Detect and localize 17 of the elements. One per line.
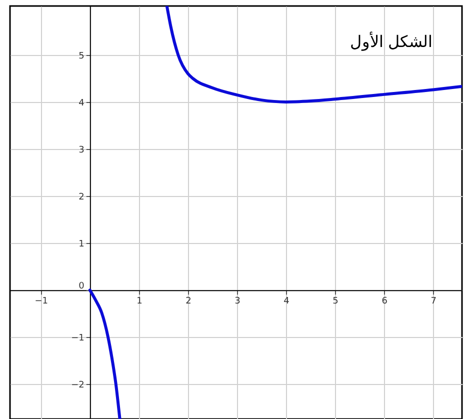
x-tick-label: 1: [136, 296, 142, 307]
y-tick-label: 1: [78, 240, 84, 250]
y-tick-label: −1: [71, 334, 84, 344]
x-tick-label: 2: [186, 296, 192, 307]
y-tick-label: 3: [78, 146, 84, 156]
y-tick-label: −2: [71, 380, 84, 391]
x-tick-label: 4: [284, 296, 290, 307]
y-tick-label: 4: [78, 98, 85, 108]
y-tick-label: 5: [78, 51, 84, 62]
y-tick-label: 2: [78, 192, 84, 203]
text: الشكل الأول: [350, 32, 432, 51]
x-tick-label: 7: [430, 296, 436, 307]
x-tick-label: 3: [234, 296, 240, 307]
x-tick-label: −1: [34, 296, 48, 307]
y-tick-label: 0: [78, 282, 85, 292]
x-tick-label: 6: [382, 296, 388, 307]
x-tick-label: 5: [332, 296, 338, 307]
